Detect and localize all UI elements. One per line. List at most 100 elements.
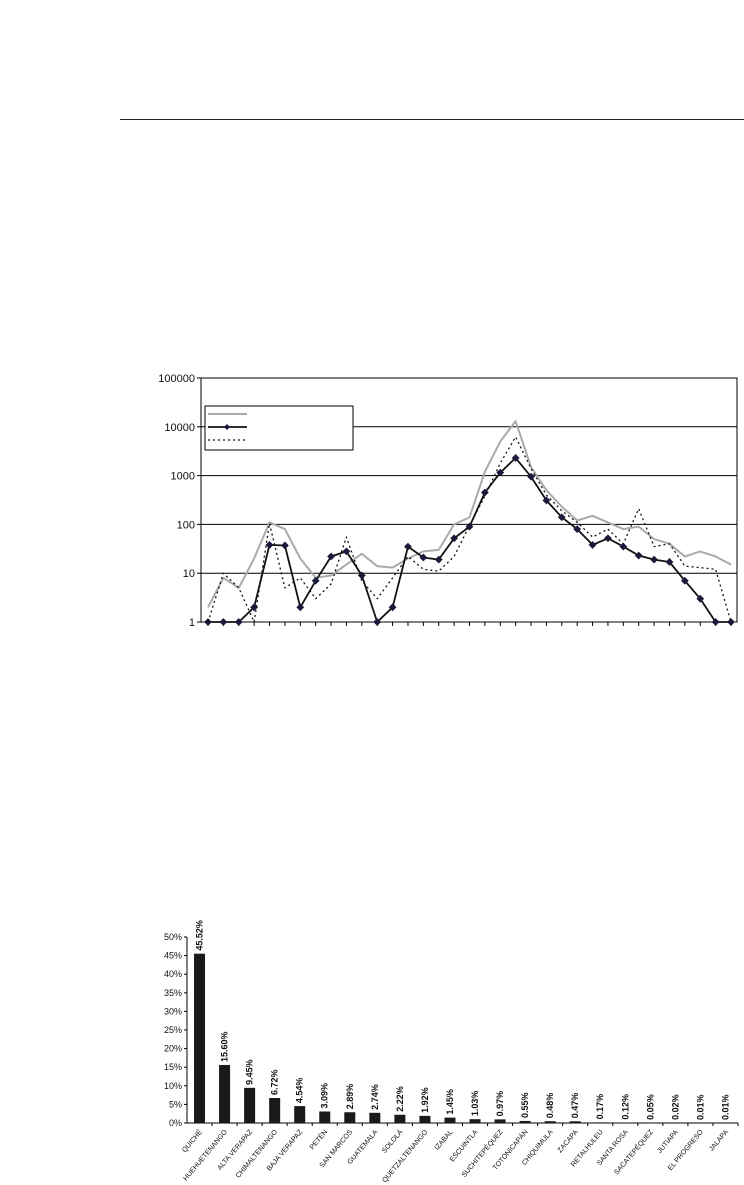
- bar: [569, 1121, 581, 1123]
- bar: [269, 1098, 281, 1123]
- data-point: [296, 603, 305, 612]
- category-label: PETÉN: [307, 1128, 329, 1152]
- data-point: [388, 603, 397, 612]
- y-tick-label: 10: [183, 568, 195, 580]
- bar: [344, 1112, 356, 1123]
- bar: [419, 1115, 431, 1123]
- series-line-1: [207, 420, 732, 608]
- data-point: [511, 454, 520, 462]
- data-label: 3.09%: [320, 1083, 330, 1109]
- bar: [469, 1119, 481, 1123]
- bar: [644, 1122, 656, 1124]
- data-point: [234, 618, 243, 626]
- data-label: 0.55%: [520, 1092, 530, 1118]
- data-point: [265, 540, 274, 549]
- data-point: [219, 618, 228, 626]
- data-point: [650, 555, 658, 564]
- data-point: [434, 555, 443, 564]
- data-point: [450, 534, 459, 543]
- legend-marker: [224, 424, 230, 430]
- category-label: JALAPA: [708, 1129, 730, 1153]
- data-point: [281, 541, 289, 550]
- data-point: [542, 496, 551, 505]
- data-label: 0.97%: [495, 1091, 505, 1117]
- y-tick-label: 30%: [164, 1006, 182, 1016]
- data-label: 0.01%: [720, 1094, 730, 1120]
- bar: [369, 1112, 381, 1123]
- bar: [244, 1087, 256, 1123]
- data-label: 4.54%: [295, 1078, 305, 1104]
- data-point: [557, 513, 566, 522]
- data-label: 0.47%: [570, 1093, 580, 1119]
- y-tick-label: 20%: [164, 1044, 182, 1054]
- bar: [319, 1111, 331, 1123]
- data-label: 15.60%: [220, 1031, 230, 1062]
- y-tick-label: 35%: [164, 988, 182, 998]
- bar: [219, 1064, 231, 1123]
- data-label: 0.12%: [620, 1094, 630, 1120]
- y-tick-label: 40%: [164, 969, 182, 979]
- data-label: 2.22%: [395, 1086, 405, 1112]
- y-tick-label: 5%: [169, 1099, 182, 1109]
- bar: [594, 1122, 606, 1123]
- data-point: [342, 547, 351, 556]
- bar: [394, 1114, 406, 1123]
- bar: [619, 1122, 631, 1124]
- y-tick-label: 10000: [164, 422, 195, 434]
- data-point: [573, 525, 582, 534]
- data-point: [619, 542, 628, 551]
- category-label: SUCHITEPÉQUEZ: [459, 1127, 505, 1179]
- data-point: [496, 468, 505, 477]
- data-label: 45.52%: [195, 920, 205, 951]
- data-point: [373, 618, 382, 626]
- y-tick-label: 10%: [164, 1081, 182, 1091]
- category-label: HUEHUETENANGO: [182, 1128, 229, 1182]
- data-point: [311, 576, 320, 585]
- data-point: [419, 553, 428, 562]
- data-label: 0.02%: [670, 1094, 680, 1120]
- y-tick-label: 25%: [164, 1025, 182, 1035]
- data-point: [604, 534, 612, 543]
- data-point: [665, 558, 674, 566]
- data-label: 2.89%: [345, 1084, 355, 1110]
- data-point: [634, 551, 643, 560]
- data-label: 0.05%: [645, 1094, 655, 1120]
- top-horizontal-rule: [120, 119, 744, 120]
- category-label: ZACAPA: [557, 1129, 580, 1155]
- bar: [694, 1122, 706, 1124]
- data-label: 6.72%: [270, 1069, 280, 1095]
- y-tick-label: 100000: [158, 373, 195, 385]
- category-label: IZABAL: [434, 1129, 455, 1152]
- category-label: SOLOLÁ: [380, 1127, 405, 1154]
- data-point: [680, 576, 689, 585]
- data-label: 9.45%: [245, 1059, 255, 1085]
- bar: [519, 1120, 531, 1123]
- y-tick-label: 0%: [169, 1118, 182, 1128]
- category-label: QUETZALTENANGO: [381, 1128, 429, 1184]
- data-point: [588, 540, 597, 549]
- y-tick-label: 45%: [164, 951, 182, 961]
- category-label: QUICHÉ: [180, 1127, 205, 1154]
- bar: [669, 1122, 681, 1124]
- bar: [194, 953, 206, 1123]
- category-label: JUTIAPA: [656, 1129, 680, 1155]
- bar: [719, 1122, 731, 1124]
- y-tick-label: 1000: [171, 471, 195, 483]
- data-label: 0.01%: [695, 1094, 705, 1120]
- data-label: 0.48%: [545, 1093, 555, 1119]
- data-point: [327, 552, 335, 561]
- data-point: [727, 618, 735, 626]
- data-point: [527, 472, 535, 481]
- data-label: 1.03%: [470, 1091, 480, 1117]
- y-tick-label: 50%: [164, 932, 182, 942]
- data-point: [404, 542, 412, 551]
- y-tick-label: 1: [189, 617, 195, 629]
- bar: [294, 1106, 306, 1123]
- y-tick-label: 100: [177, 519, 195, 531]
- bar: [494, 1119, 506, 1123]
- data-point: [480, 488, 489, 497]
- category-label: SACATEPÉQUEZ: [612, 1127, 656, 1176]
- data-label: 0.17%: [595, 1094, 605, 1120]
